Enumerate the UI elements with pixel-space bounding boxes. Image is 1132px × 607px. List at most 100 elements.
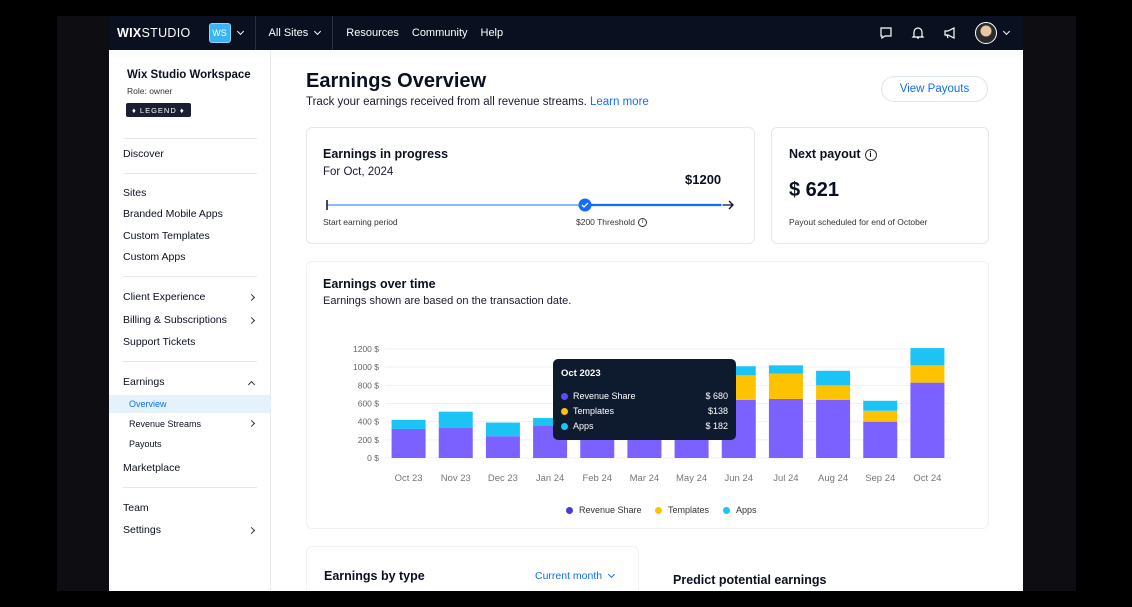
x-tick-label: Oct 24 [913, 473, 941, 484]
page-subtitle: Track your earnings received from all re… [306, 96, 649, 108]
y-tick-label: 200 $ [358, 435, 380, 445]
legend-dot [723, 507, 730, 515]
sidebar-item-branded-mobile-apps[interactable]: Branded Mobile Apps [123, 208, 223, 220]
bar-apps[interactable] [438, 411, 473, 429]
x-tick-label: Jun 24 [724, 473, 753, 484]
legend-apps[interactable]: Apps [723, 505, 757, 515]
sidebar-active-highlight [109, 395, 271, 413]
top-bar: WIXSTUDIO WS All Sites Resources Communi… [109, 16, 1023, 50]
bar-apps[interactable] [863, 400, 898, 411]
bar-apps[interactable] [533, 418, 568, 426]
sidebar-item-payouts[interactable]: Payouts [129, 439, 162, 449]
workspace-role: Role: owner [127, 86, 173, 96]
predict-earnings-title: Predict potential earnings [673, 573, 827, 587]
bar-revenue-share[interactable] [910, 382, 945, 458]
tooltip-title: Oct 2023 [561, 368, 601, 379]
y-tick-label: 600 $ [358, 399, 380, 409]
sidebar-item-custom-templates[interactable]: Custom Templates [123, 230, 210, 242]
card-title: Earnings in progress [323, 147, 449, 161]
earnings-in-progress-card: Earnings in progress For Oct, 2024 $1200… [306, 127, 755, 244]
sidebar-item-discover[interactable]: Discover [123, 148, 164, 160]
sidebar-item-earnings[interactable]: Earnings [123, 376, 165, 388]
payout-note: Payout scheduled for end of October [789, 217, 928, 227]
divider [123, 138, 257, 139]
divider [332, 16, 334, 50]
view-payouts-button[interactable]: View Payouts [881, 76, 988, 102]
earnings-by-type-card: Earnings by type [306, 546, 639, 591]
app-window: WIXSTUDIO WS All Sites Resources Communi… [109, 16, 1023, 591]
threshold-label: $200 Threshold i [576, 217, 647, 228]
sidebar-item-settings[interactable]: Settings [123, 524, 161, 536]
x-tick-label: Oct 23 [395, 473, 423, 484]
megaphone-icon[interactable] [943, 26, 957, 40]
sidebar-item-revenue-streams[interactable]: Revenue Streams [129, 419, 202, 429]
divider [123, 173, 257, 174]
tooltip-row: Apps $ 182 [561, 421, 728, 431]
bar-revenue-share[interactable] [438, 428, 473, 458]
sidebar-item-marketplace[interactable]: Marketplace [123, 462, 181, 474]
account-menu[interactable] [975, 22, 1011, 44]
tooltip-row: Templates $138 [561, 406, 728, 416]
bar-apps[interactable] [485, 422, 520, 437]
revenue-share-dot [561, 393, 568, 401]
nav-community[interactable]: Community [411, 27, 468, 39]
avatar[interactable] [975, 22, 997, 44]
divider [254, 16, 256, 50]
y-tick-label: 0 $ [367, 453, 379, 463]
bar-revenue-share[interactable] [863, 421, 898, 458]
workspace-name: Wix Studio Workspace [127, 69, 251, 81]
progress-amount: $1200 [685, 172, 722, 187]
x-tick-label: Jan 24 [536, 473, 565, 484]
y-tick-label: 1200 $ [353, 344, 379, 354]
y-tick-label: 800 $ [358, 380, 380, 390]
legend-badge: ♦ LEGEND ♦ [126, 103, 191, 117]
card-title: Earnings over time [323, 277, 436, 291]
sidebar-item-overview[interactable]: Overview [129, 399, 167, 409]
bar-apps[interactable] [768, 365, 803, 374]
workspace-badge[interactable]: WS [208, 23, 231, 43]
bar-revenue-share[interactable] [391, 428, 426, 458]
bar-templates[interactable] [768, 373, 803, 399]
bar-apps[interactable] [391, 419, 426, 429]
card-title: Earnings by type [324, 569, 425, 583]
legend-dot [566, 507, 573, 515]
info-icon[interactable]: i [864, 148, 877, 161]
info-icon[interactable]: i [637, 218, 647, 228]
bar-apps[interactable] [721, 366, 756, 376]
sidebar-item-sites[interactable]: Sites [123, 187, 147, 199]
bar-apps[interactable] [816, 370, 851, 386]
bar-revenue-share[interactable] [485, 436, 520, 458]
bar-apps[interactable] [910, 348, 945, 366]
current-month-dropdown[interactable]: Current month [535, 570, 616, 582]
chat-icon[interactable] [879, 26, 893, 40]
chart-tooltip: Oct 2023 Revenue Share $ 680 Templates $13… [553, 359, 736, 440]
divider [123, 487, 257, 488]
legend-templates[interactable]: Templates [655, 505, 709, 515]
nav-resources[interactable]: Resources [346, 27, 399, 39]
nav-help[interactable]: Help [480, 27, 504, 39]
x-tick-label: Jul 24 [773, 473, 798, 484]
sidebar-item-team[interactable]: Team [123, 502, 149, 514]
card-subtitle: Earnings shown are based on the transact… [323, 295, 572, 307]
sidebar-item-billing[interactable]: Billing & Subscriptions [123, 314, 227, 326]
bar-revenue-share[interactable] [816, 399, 851, 458]
divider [123, 276, 257, 277]
apps-dot [561, 423, 568, 431]
learn-more-link[interactable]: Learn more [590, 96, 649, 108]
sidebar-item-client-experience[interactable]: Client Experience [123, 291, 206, 303]
x-tick-label: Feb 24 [582, 473, 612, 484]
bar-templates[interactable] [816, 385, 851, 400]
sidebar-item-custom-apps[interactable]: Custom Apps [123, 251, 186, 263]
period-label: For Oct, 2024 [323, 166, 394, 178]
legend-revenue-share[interactable]: Revenue Share [566, 505, 642, 515]
wix-studio-logo[interactable]: WIXSTUDIO [117, 26, 191, 40]
x-tick-label: May 24 [676, 473, 707, 484]
sidebar-item-support-tickets[interactable]: Support Tickets [123, 336, 196, 348]
bar-revenue-share[interactable] [768, 398, 803, 458]
bar-templates[interactable] [910, 365, 945, 383]
payout-amount: $ 621 [789, 179, 840, 201]
tooltip-row: Revenue Share $ 680 [561, 391, 728, 401]
all-sites-dropdown[interactable]: All Sites [269, 27, 322, 39]
bell-icon[interactable] [911, 26, 925, 40]
bar-templates[interactable] [863, 410, 898, 422]
